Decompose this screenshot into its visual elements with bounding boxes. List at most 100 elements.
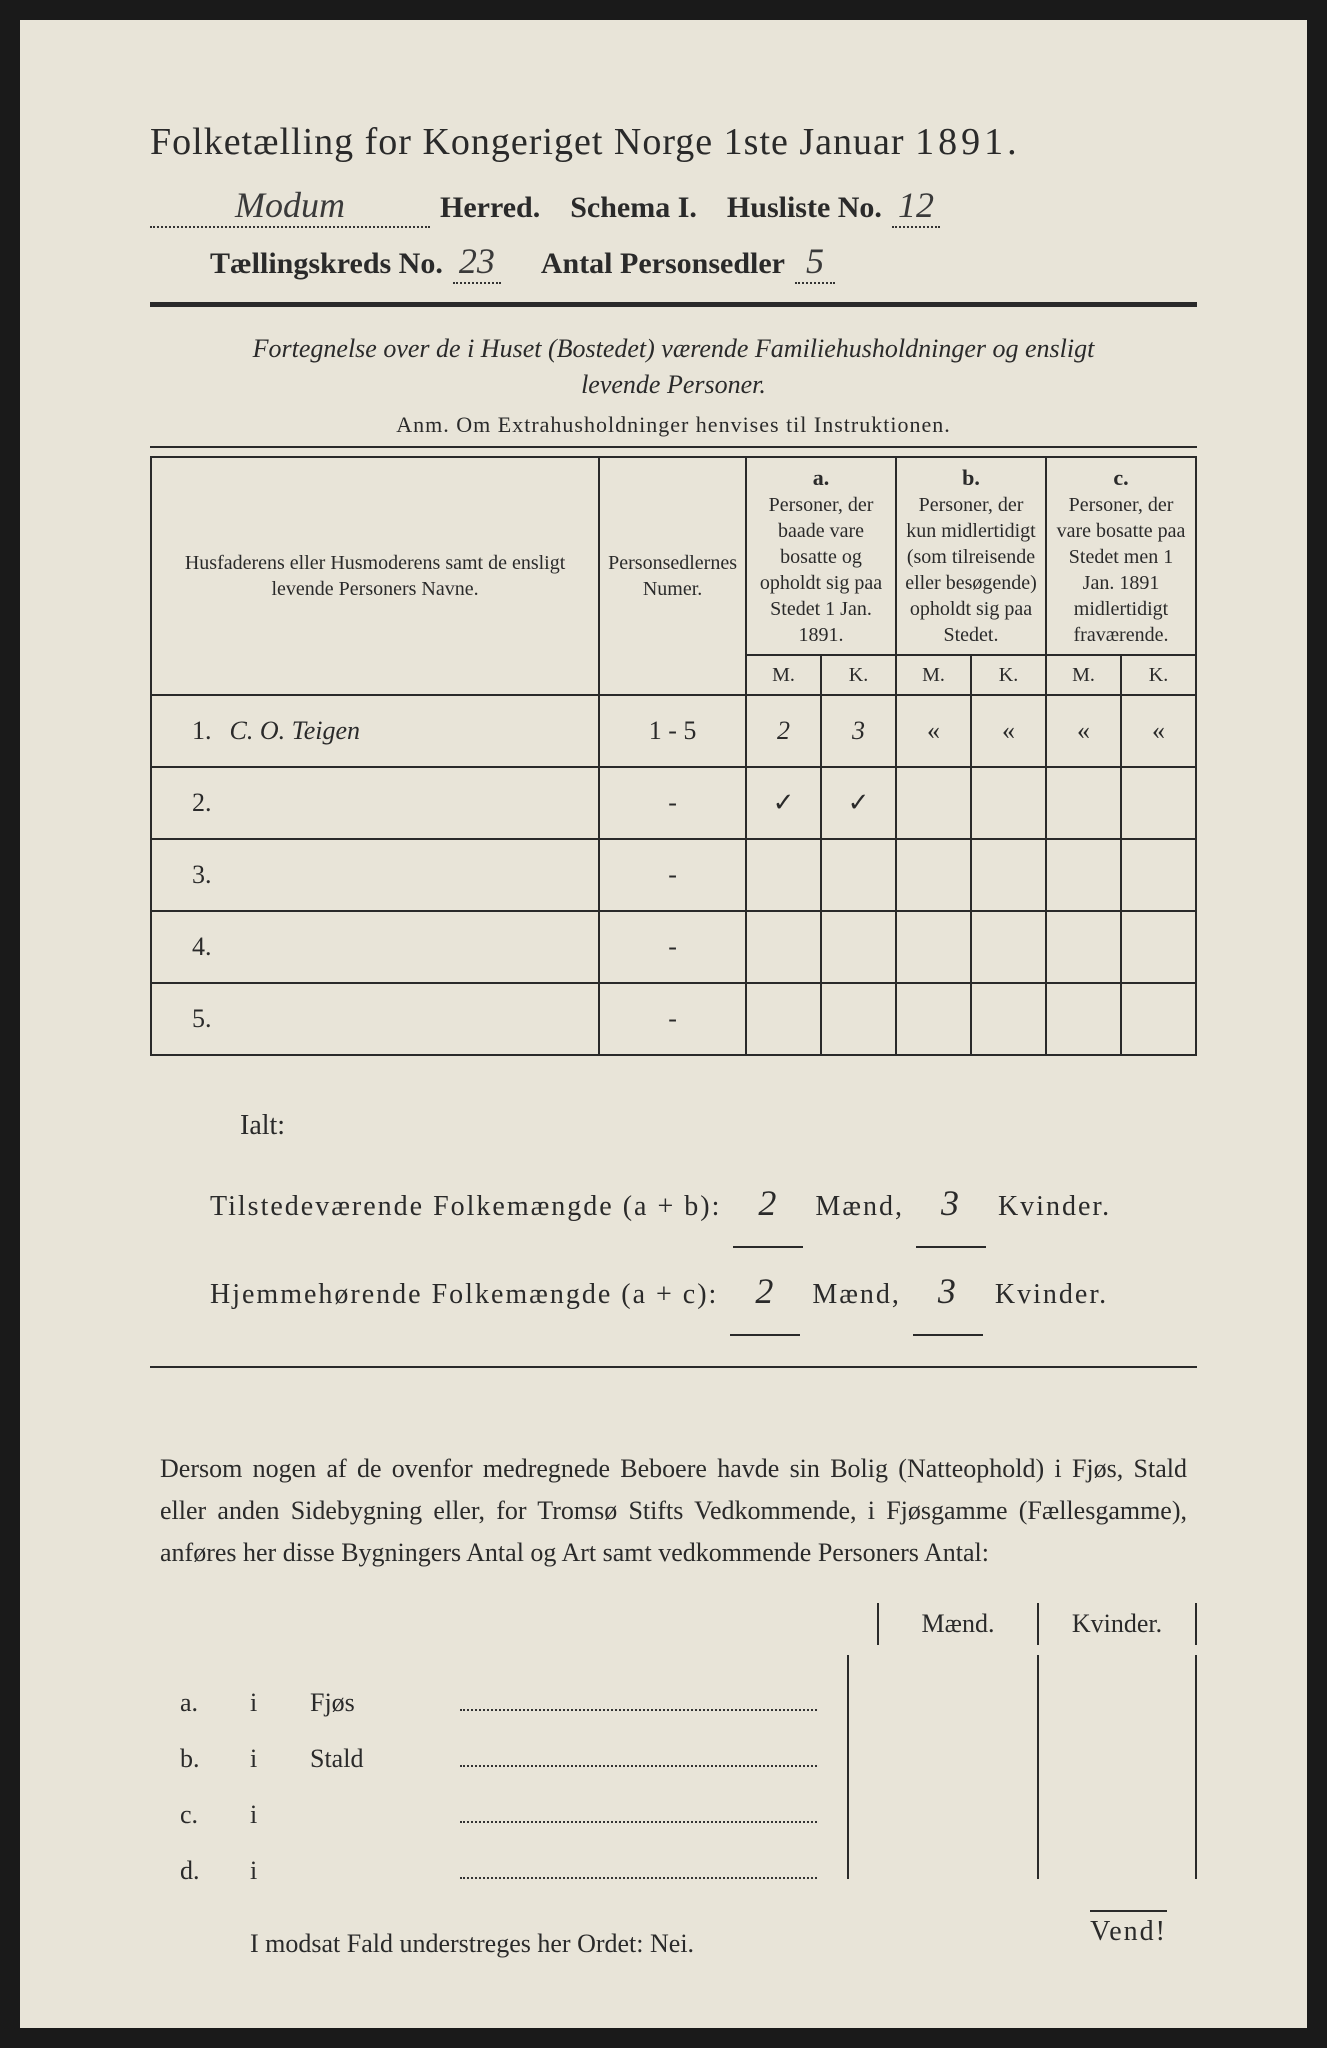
side-row-letter: b. bbox=[180, 1744, 220, 1774]
husliste-label: Husliste No. bbox=[727, 191, 882, 225]
row-name bbox=[220, 839, 600, 911]
row-name: C. O. Teigen bbox=[220, 695, 600, 767]
row-number: 1. bbox=[151, 695, 220, 767]
col-c-k: K. bbox=[1121, 655, 1196, 695]
side-row-dots bbox=[460, 1861, 817, 1879]
row-ck bbox=[1121, 983, 1196, 1055]
row-bm bbox=[896, 911, 971, 983]
side-maend-header: Mænd. bbox=[877, 1603, 1037, 1645]
row-bm bbox=[896, 983, 971, 1055]
side-row-k bbox=[1037, 1655, 1197, 1711]
table-row: 2.-✓✓ bbox=[151, 767, 1196, 839]
side-row-category: Stald bbox=[310, 1744, 430, 1774]
row-bk bbox=[971, 983, 1046, 1055]
side-row-i: i bbox=[250, 1856, 280, 1886]
col-c-text: Personer, der vare bosatte paa Stedet me… bbox=[1055, 492, 1187, 648]
maend-label2: Mænd, bbox=[812, 1261, 901, 1328]
desc-line2: levende Personer. bbox=[581, 370, 766, 399]
anm-note: Anm. Om Extrahusholdninger henvises til … bbox=[150, 412, 1197, 438]
row-cm bbox=[1046, 983, 1121, 1055]
side-header: Mænd. Kvinder. bbox=[150, 1603, 1197, 1645]
row-am bbox=[746, 911, 821, 983]
row-ck bbox=[1121, 839, 1196, 911]
tilstede-m: 2 bbox=[733, 1160, 803, 1248]
census-table: Husfaderens eller Husmoderens samt de en… bbox=[150, 456, 1197, 1057]
table-row: 1.C. O. Teigen1 - 523«««« bbox=[151, 695, 1196, 767]
totals-section: Ialt: Tilstedeværende Folkemængde (a + b… bbox=[150, 1092, 1197, 1336]
row-ak: ✓ bbox=[821, 767, 896, 839]
side-row: c.i bbox=[150, 1767, 1197, 1823]
side-row-k bbox=[1037, 1767, 1197, 1823]
side-row-letter: d. bbox=[180, 1856, 220, 1886]
side-row: d.i bbox=[150, 1823, 1197, 1879]
row-bm bbox=[896, 839, 971, 911]
row-am: 2 bbox=[746, 695, 821, 767]
antal-label: Antal Personsedler bbox=[541, 247, 785, 281]
col-c-letter: c. bbox=[1055, 464, 1187, 493]
row-cm bbox=[1046, 839, 1121, 911]
row-ck bbox=[1121, 767, 1196, 839]
col-a-header: a. Personer, der baade vare bosatte og o… bbox=[746, 457, 896, 656]
row-ak: 3 bbox=[821, 695, 896, 767]
row-pers: - bbox=[599, 767, 746, 839]
side-row-dots bbox=[460, 1749, 817, 1767]
col-a-m: M. bbox=[746, 655, 821, 695]
hjemme-k: 3 bbox=[913, 1248, 983, 1336]
total-tilstede: Tilstedeværende Folkemængde (a + b): 2 M… bbox=[210, 1160, 1197, 1248]
row-pers: - bbox=[599, 983, 746, 1055]
kreds-value: 23 bbox=[453, 240, 501, 284]
row-number: 2. bbox=[151, 767, 220, 839]
col-c-header: c. Personer, der vare bosatte paa Stedet… bbox=[1046, 457, 1196, 656]
side-row-m bbox=[847, 1711, 1007, 1767]
col-a-text: Personer, der baade vare bosatte og opho… bbox=[755, 492, 887, 648]
row-name bbox=[220, 911, 600, 983]
side-building-table: Mænd. Kvinder. a.iFjøsb.iStaldc.id.i bbox=[150, 1603, 1197, 1879]
vend-label: Vend! bbox=[1090, 1910, 1167, 1948]
maend-label1: Mænd, bbox=[815, 1173, 904, 1240]
col-b-m: M. bbox=[896, 655, 971, 695]
census-form-page: Folketælling for Kongeriget Norge 1ste J… bbox=[20, 20, 1307, 2028]
side-row-m bbox=[847, 1655, 1007, 1711]
row-number: 5. bbox=[151, 983, 220, 1055]
row-bk: « bbox=[971, 695, 1046, 767]
col-c-m: M. bbox=[1046, 655, 1121, 695]
row-number: 4. bbox=[151, 911, 220, 983]
total-hjemme: Hjemmehørende Folkemængde (a + c): 2 Mæn… bbox=[210, 1248, 1197, 1336]
col-a-letter: a. bbox=[755, 464, 887, 493]
row-bm: « bbox=[896, 695, 971, 767]
side-row-category: Fjøs bbox=[310, 1688, 430, 1718]
side-building-paragraph: Dersom nogen af de ovenfor medregnede Be… bbox=[150, 1448, 1197, 1573]
kvinder-label2: Kvinder. bbox=[995, 1261, 1108, 1328]
side-row-i: i bbox=[250, 1800, 280, 1830]
row-pers: - bbox=[599, 839, 746, 911]
col-numer-header: Personsedlernes Numer. bbox=[599, 457, 746, 696]
row-pers: 1 - 5 bbox=[599, 695, 746, 767]
antal-value: 5 bbox=[795, 240, 835, 284]
kreds-label: Tællingskreds No. bbox=[210, 247, 443, 281]
row-ak bbox=[821, 983, 896, 1055]
side-row-i: i bbox=[250, 1688, 280, 1718]
page-title: Folketælling for Kongeriget Norge 1ste J… bbox=[150, 120, 1197, 164]
side-row-k bbox=[1037, 1823, 1197, 1879]
row-cm bbox=[1046, 911, 1121, 983]
husliste-value: 12 bbox=[892, 184, 940, 228]
col-names-header: Husfaderens eller Husmoderens samt de en… bbox=[151, 457, 599, 696]
title-year: 1891. bbox=[915, 121, 1021, 163]
col-b-k: K. bbox=[971, 655, 1046, 695]
nei-line: I modsat Fald understreges her Ordet: Ne… bbox=[150, 1929, 1197, 1959]
col-a-k: K. bbox=[821, 655, 896, 695]
side-row-k bbox=[1037, 1711, 1197, 1767]
side-row-m bbox=[847, 1823, 1007, 1879]
herred-label: Herred. bbox=[440, 191, 540, 225]
tilstede-label: Tilstedeværende Folkemængde (a + b): bbox=[210, 1173, 721, 1240]
desc-line1: Fortegnelse over de i Huset (Bostedet) v… bbox=[253, 334, 1095, 363]
hjemme-m: 2 bbox=[730, 1248, 800, 1336]
row-ck: « bbox=[1121, 695, 1196, 767]
table-row: 4.- bbox=[151, 911, 1196, 983]
row-cm bbox=[1046, 767, 1121, 839]
side-row-dots bbox=[460, 1693, 817, 1711]
row-am bbox=[746, 839, 821, 911]
side-row-dots bbox=[460, 1805, 817, 1823]
side-row-m bbox=[847, 1767, 1007, 1823]
ialt-label: Ialt: bbox=[210, 1092, 1197, 1159]
